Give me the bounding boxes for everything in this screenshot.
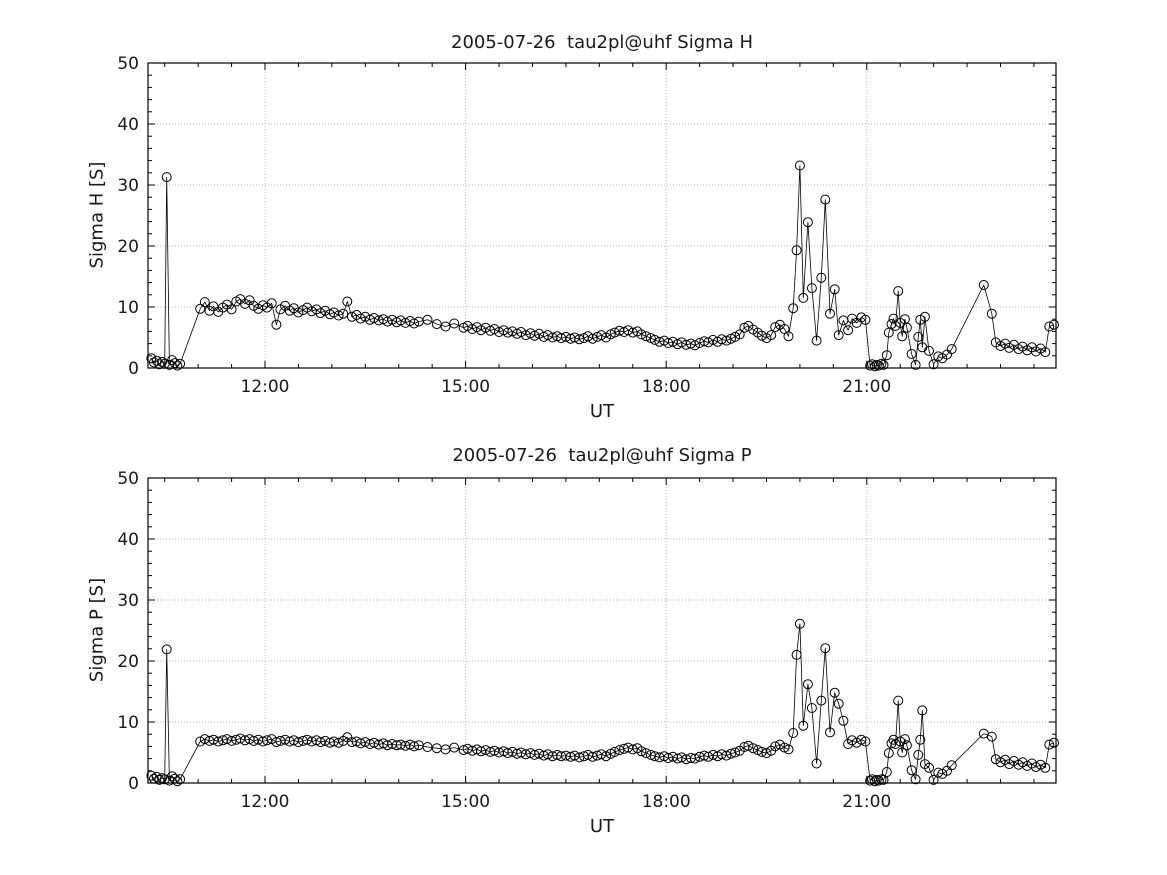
- svg-text:20: 20: [117, 237, 139, 257]
- svg-text:10: 10: [117, 298, 139, 318]
- svg-text:15:00: 15:00: [441, 792, 490, 812]
- sigma-p-title: 2005-07-26 tau2pl@uhf Sigma P: [452, 445, 752, 466]
- svg-text:30: 30: [117, 176, 139, 196]
- svg-text:40: 40: [117, 115, 139, 135]
- sigma-p-chart: 12:00 15:00 18:00 21:00 0 10 20 30 40 50 2005-07-…: [0, 437, 1167, 875]
- sigma-h-x-axis-label: UT: [589, 401, 615, 422]
- svg-text:12:00: 12:00: [241, 792, 290, 812]
- svg-text:50: 50: [117, 54, 139, 74]
- svg-text:0: 0: [128, 774, 139, 794]
- svg-text:15:00: 15:00: [441, 377, 490, 397]
- svg-text:12:00: 12:00: [241, 377, 290, 397]
- sigma-h-chart: 12:00 15:00 18:00 21:00 0 10 20 30 40 50 2005-07-…: [0, 0, 1167, 437]
- svg-text:10: 10: [117, 713, 139, 733]
- svg-text:50: 50: [117, 469, 139, 489]
- svg-text:20: 20: [117, 652, 139, 672]
- sigma-h-title: 2005-07-26 tau2pl@uhf Sigma H: [451, 32, 753, 53]
- svg-text:30: 30: [117, 591, 139, 611]
- svg-text:21:00: 21:00: [842, 792, 891, 812]
- sigma-p-y-axis-label: Sigma P [S]: [86, 577, 108, 683]
- sigma-h-plot-area: 12:00 15:00 18:00 21:00 0 10 20 30 40 50: [117, 54, 1059, 397]
- sigma-h-y-axis-label: Sigma H [S]: [86, 161, 108, 269]
- svg-text:18:00: 18:00: [642, 792, 691, 812]
- sigma-p-plot-area: 12:00 15:00 18:00 21:00 0 10 20 30 40 50: [117, 469, 1059, 812]
- svg-text:21:00: 21:00: [842, 377, 891, 397]
- svg-text:0: 0: [128, 359, 139, 379]
- svg-text:40: 40: [117, 530, 139, 550]
- svg-text:18:00: 18:00: [642, 377, 691, 397]
- sigma-p-x-axis-label: UT: [589, 816, 615, 837]
